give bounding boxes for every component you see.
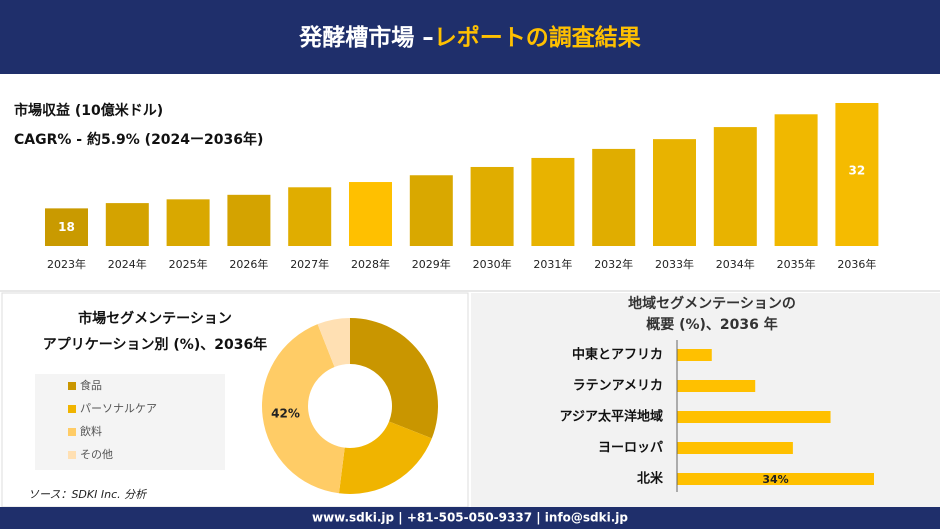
bar (227, 194, 271, 246)
bar (349, 182, 392, 246)
bar (713, 127, 757, 246)
y-tick-label: アジア太平洋地域 (560, 409, 663, 425)
donut-slice (350, 318, 438, 439)
x-tick-label: 2025年 (169, 257, 208, 271)
bar (677, 349, 712, 361)
value-label: 18 (58, 220, 75, 234)
value-label: 42% (271, 407, 300, 421)
legend-label: パーソナルケア (80, 402, 157, 415)
legend-box (35, 374, 225, 470)
donut-slice (317, 318, 350, 367)
chart-title: 概要 (%)、2036 年 (646, 316, 778, 333)
x-tick-label: 2023年 (47, 257, 86, 271)
footer: www.sdki.jp | +81-505-050-9337 | info@sd… (312, 511, 628, 525)
x-tick-label: 2034年 (716, 257, 755, 271)
x-tick-label: 2024年 (108, 257, 147, 271)
bar (288, 187, 332, 246)
title-part1: 発酵槽市場 – (298, 24, 434, 51)
chart-subtitle: CAGR% - 約5.9% (2024ー2036年) (14, 131, 263, 148)
legend-swatch (68, 405, 76, 413)
x-tick-label: 2027年 (290, 257, 329, 271)
bar (470, 166, 514, 246)
bar (105, 203, 149, 246)
x-tick-label: 2036年 (837, 257, 876, 271)
y-tick-label: 北米 (637, 471, 664, 487)
x-tick-label: 2031年 (533, 257, 572, 271)
y-tick-label: ラテンアメリカ (573, 379, 663, 394)
footer-bar (0, 507, 940, 529)
value-label: 34% (762, 473, 788, 486)
donut-slice (338, 421, 432, 494)
x-tick-label: 2030年 (473, 257, 512, 271)
legend-label: 飲料 (80, 424, 102, 438)
title-part2: レポートの調査結果 (434, 24, 641, 51)
x-tick-label: 2029年 (412, 257, 451, 271)
legend-swatch (68, 451, 76, 459)
bar (677, 380, 756, 392)
x-tick-label: 2035年 (777, 257, 816, 271)
donut-slice (262, 324, 345, 494)
bar (774, 114, 818, 246)
header-title: 発酵槽市場 –レポートの調査結果 (298, 24, 641, 51)
bar (677, 442, 793, 454)
legend-swatch (68, 382, 76, 390)
bar (653, 139, 696, 246)
legend-label: その他 (80, 448, 113, 461)
x-tick-label: 2028年 (351, 257, 390, 271)
y-tick-label: ヨーロッパ (598, 441, 663, 456)
bar (677, 411, 831, 423)
chart-title: 市場セグメンテーション (78, 310, 232, 327)
legend-label: 食品 (80, 378, 102, 392)
bar (531, 157, 575, 246)
chart-title: アプリケーション別 (%)、2036年 (43, 336, 267, 353)
source: ソース：SDKI Inc. 分析 (28, 488, 148, 501)
y-tick-label: 中東とアフリカ (572, 347, 663, 363)
right-panel (471, 293, 940, 507)
x-tick-label: 2032年 (594, 257, 633, 271)
bar (592, 148, 636, 246)
legend-swatch (68, 428, 76, 436)
bar (409, 175, 453, 246)
chart-title: 地域セグメンテーションの (628, 295, 796, 312)
chart-title: 市場収益 (10億米ドル) (14, 102, 163, 119)
bar (677, 473, 874, 485)
bar (835, 103, 879, 246)
x-tick-label: 2033年 (655, 257, 694, 271)
value-label: 32 (849, 164, 866, 178)
header-bar (0, 0, 940, 74)
bar (45, 208, 88, 246)
bar (166, 199, 210, 246)
x-tick-label: 2026年 (229, 257, 268, 271)
